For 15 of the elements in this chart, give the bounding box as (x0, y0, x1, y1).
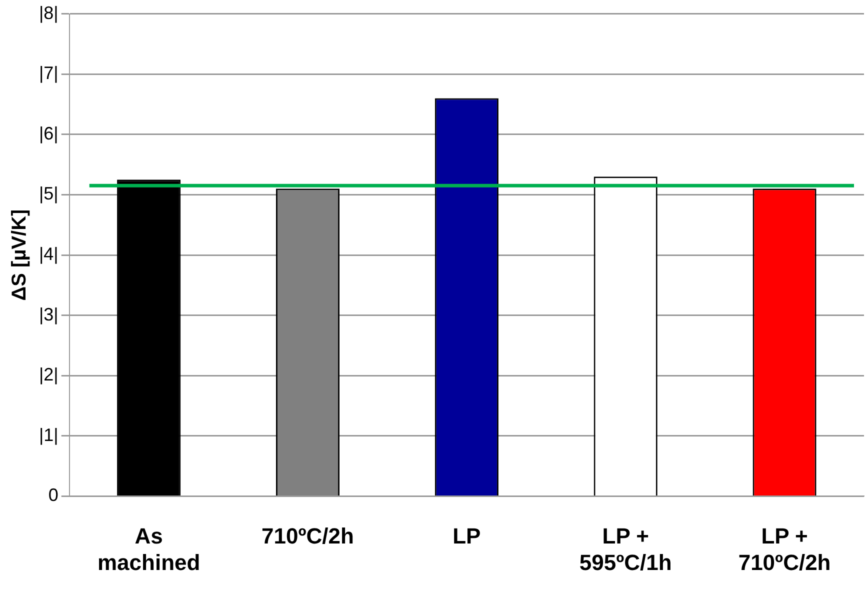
y-tick-label: |5| (38, 184, 58, 204)
y-axis-title: ΔS [µV/K] (8, 209, 31, 301)
y-tick-label: |6| (38, 123, 58, 144)
y-tick-label: |7| (38, 63, 58, 84)
x-tick-label: 710ºC/2h (262, 523, 354, 548)
x-tick-label: As machined (97, 523, 200, 575)
y-tick-label: |4| (38, 244, 58, 264)
y-tick-label: |8| (38, 2, 58, 23)
y-tick-label: |3| (38, 304, 58, 324)
y-tick-label: |1| (38, 424, 58, 445)
y-tick-label: |2| (38, 364, 58, 385)
x-tick-label: LP (452, 523, 481, 548)
x-tick-label: LP + 595ºC/1h (579, 523, 672, 575)
x-tick-label: LP + 710ºC/2h (738, 523, 831, 575)
y-tick-label: 0 (48, 485, 58, 506)
